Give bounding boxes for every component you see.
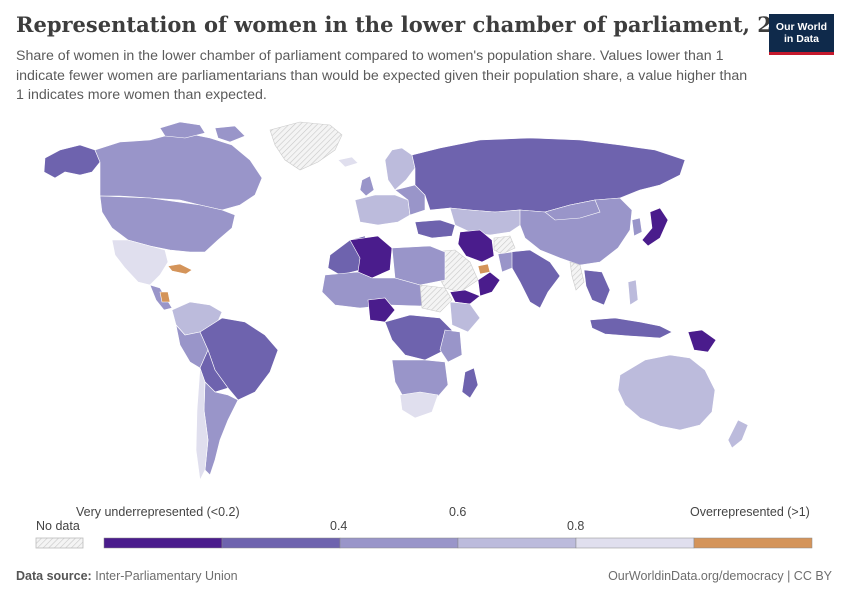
- country-algeria[interactable]: [349, 235, 393, 279]
- country-uae[interactable]: [477, 263, 491, 275]
- source-url[interactable]: OurWorldinData.org/democracy | CC BY: [608, 569, 832, 583]
- chart-subtitle: Share of women in the lower chamber of p…: [16, 48, 748, 103]
- legend-bin: [575, 537, 695, 549]
- country-southeast-asia[interactable]: [583, 269, 611, 306]
- country-afghanistan[interactable]: [493, 235, 516, 255]
- country-chile[interactable]: [195, 367, 209, 482]
- country-iceland[interactable]: [337, 156, 359, 168]
- legend-color-scale: [103, 537, 813, 549]
- country-myanmar[interactable]: [569, 261, 585, 291]
- legend-no-data-swatch: [35, 537, 84, 549]
- data-source-value: Inter-Parliamentary Union: [95, 569, 238, 583]
- legend-bin: [339, 537, 459, 549]
- country-korea[interactable]: [631, 217, 643, 237]
- legend-bin: [103, 537, 223, 549]
- country-indonesia[interactable]: [589, 317, 673, 339]
- legend-bin: [693, 537, 813, 549]
- country-madagascar[interactable]: [461, 367, 479, 399]
- legend-bin: [457, 537, 577, 549]
- data-source: Data source: Inter-Parliamentary Union: [16, 569, 238, 583]
- country-greenland[interactable]: [269, 121, 343, 171]
- country-philippines[interactable]: [627, 279, 639, 306]
- country-iran[interactable]: [457, 229, 495, 263]
- legend-tick-label: 0.8: [567, 519, 585, 533]
- country-south-africa[interactable]: [399, 391, 439, 419]
- country-horn-of-africa[interactable]: [449, 301, 481, 333]
- country-sudan[interactable]: [419, 284, 453, 313]
- country-new-zealand[interactable]: [727, 419, 749, 449]
- country-yemen[interactable]: [449, 289, 481, 305]
- world-map[interactable]: [0, 108, 850, 493]
- legend-bin: [221, 537, 341, 549]
- source-url-text: OurWorldinData.org/democracy | CC BY: [608, 569, 832, 583]
- map-legend: [35, 537, 813, 549]
- country-canada-islands[interactable]: [159, 121, 246, 143]
- country-nicaragua[interactable]: [159, 291, 171, 303]
- legend-no-data-label: No data: [36, 519, 80, 533]
- country-japan[interactable]: [641, 207, 669, 247]
- country-alaska[interactable]: [43, 144, 101, 179]
- country-mexico[interactable]: [111, 239, 169, 286]
- country-india[interactable]: [509, 249, 561, 309]
- country-oman[interactable]: [477, 271, 501, 297]
- logo-line-2: in Data: [783, 33, 819, 45]
- country-kazakhstan[interactable]: [449, 207, 526, 236]
- country-turkey[interactable]: [414, 219, 456, 239]
- country-scandinavia[interactable]: [384, 147, 416, 191]
- owid-logo[interactable]: Our World in Data: [769, 14, 834, 55]
- country-east-africa[interactable]: [439, 329, 463, 363]
- country-nigeria[interactable]: [367, 297, 396, 323]
- country-russia[interactable]: [411, 137, 686, 213]
- country-united-states[interactable]: [99, 195, 236, 253]
- country-western-europe[interactable]: [354, 194, 411, 226]
- country-argentina[interactable]: [203, 381, 239, 476]
- chart-title: Representation of women in the lower cha…: [16, 12, 816, 37]
- logo-line-1: Our World: [775, 21, 828, 33]
- country-uk[interactable]: [359, 175, 375, 197]
- country-australia[interactable]: [617, 354, 716, 431]
- data-source-label: Data source:: [16, 569, 92, 583]
- legend-tick-label: Very underrepresented (<0.2): [76, 505, 240, 519]
- legend-tick-label: 0.4: [330, 519, 348, 533]
- country-cuba[interactable]: [167, 263, 193, 275]
- country-pakistan[interactable]: [497, 251, 513, 273]
- country-papua-new-guinea[interactable]: [687, 329, 717, 353]
- legend-tick-label: 0.6: [449, 505, 467, 519]
- legend-tick-label: Overrepresented (>1): [690, 505, 810, 519]
- country-mongolia[interactable]: [544, 199, 601, 221]
